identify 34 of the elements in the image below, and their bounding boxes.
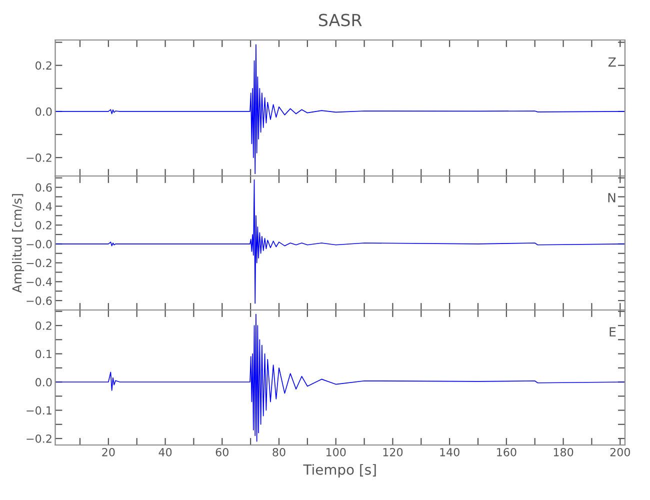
y-axis-title: Amplitud [cm/s] [12,194,24,293]
x-tick-label: 60 [216,448,228,456]
x-tick-label: 40 [158,448,172,456]
x-tick-label: 160 [497,448,516,456]
x-tick-label: 140 [440,448,460,456]
y-tick-label: 0.2 [36,61,52,70]
line-series [55,179,625,304]
y-tick-label: −0.0 [26,240,52,248]
x-axis-title: Tiempo [s] [303,464,376,478]
y-tick-label: 0.2 [36,322,52,330]
y-tick-label: 0.0 [36,378,52,386]
x-tick-label: 120 [383,448,403,456]
x-tick-label: 80 [272,448,286,456]
line-series [55,314,625,442]
y-tick-label: 0.6 [36,183,52,192]
x-tick-label: 180 [554,448,574,456]
y-tick-label: −0.4 [26,278,52,286]
y-tick-label: −0.6 [26,296,52,305]
y-tick-label: −0.1 [26,406,52,415]
x-tick-label: 20 [102,448,115,456]
annotation: E [610,327,616,336]
annotation: Z [608,57,616,67]
y-tick-label: 0.0 [36,107,52,116]
x-tick-label: 200 [610,448,630,456]
chart-title: SASR [318,14,362,26]
line-series [55,44,625,174]
y-tick-label: −0.2 [26,154,52,162]
y-tick-label: 0.2 [36,221,52,230]
y-tick-label: −0.2 [26,434,52,443]
annotation: N [608,193,616,202]
y-tick-label: 0.1 [36,350,52,358]
y-tick-label: −0.2 [26,258,52,268]
x-tick-label: 100 [326,448,346,456]
y-tick-label: 0.4 [36,202,52,211]
